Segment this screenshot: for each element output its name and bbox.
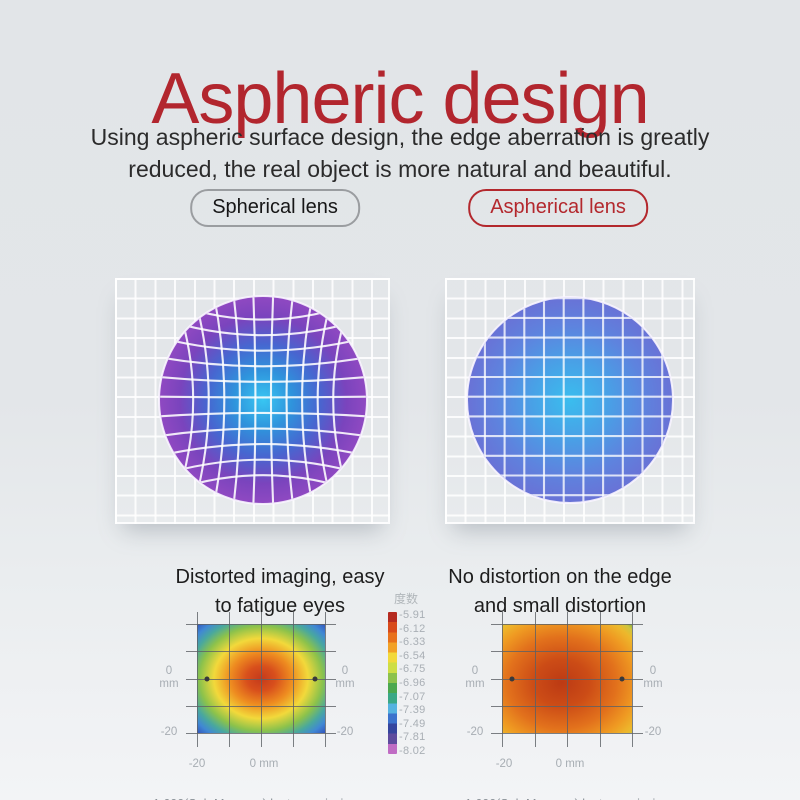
y-neg20-label-left: -20 [160, 726, 178, 738]
y-neg20-label-right: -20 [336, 726, 354, 738]
legend-tick-label: -7.07 [399, 690, 426, 703]
legend-title: 度数 [393, 592, 418, 606]
legend-tick-label: -6.54 [399, 649, 426, 662]
legend-tick-label: -7.39 [399, 704, 426, 717]
heatmap-grid-line-vertical [534, 612, 536, 747]
spherical-power-heatmap: 0mm 0mm -20 -20 -20 0 mm 1.600(Sph Measu… [140, 608, 370, 800]
heatmap-grid-line-vertical [567, 612, 568, 747]
lens-grid-lines [160, 297, 366, 503]
heatmap-grid-line-horizontal [186, 705, 336, 707]
spherical-lens-grid-panel [115, 278, 390, 524]
legend-tick-label: -5.91 [399, 609, 426, 621]
spherical-heatmap-caption: 1.600(Sph Measure) by transmission [140, 797, 370, 800]
heatmap-grid-line-vertical [293, 612, 294, 747]
y-zero-label-left: 0 mm [159, 665, 179, 691]
heatmap-grid-line-horizontal [491, 705, 643, 707]
spherical-lens-caption: Distorted imaging, easy to fatigue eyes [130, 563, 430, 621]
aspherical-caption-line-1: No distortion on the edge [448, 566, 672, 588]
spherical-caption-line-1: Distorted imaging, easy [175, 566, 385, 588]
x-neg20-label: -20 [188, 758, 206, 770]
heatmap-grid-line-horizontal [491, 678, 643, 680]
aspherical-lens-grid-panel [445, 278, 695, 524]
y-neg20-label-right: -20 [644, 726, 662, 738]
spherical-caption-line-2: to fatigue eyes [214, 595, 346, 617]
heatmap-grid-line-horizontal [186, 733, 336, 734]
legend-tick-label: -7.49 [399, 717, 426, 730]
axis-marker-dot [619, 676, 625, 681]
aspherical-caption-line-2: and small distortion [473, 595, 647, 617]
x-zero-label: 0 mm [249, 758, 279, 770]
aspherical-lens-label: Aspherical lens [490, 195, 626, 218]
legend-tick-label: -6.12 [399, 622, 426, 635]
heatmap-grid-line-vertical [325, 612, 326, 747]
x-neg20-label: -20 [495, 758, 513, 770]
heatmap-grid-line-horizontal [186, 678, 336, 680]
heatmap-grid-line-vertical [197, 612, 198, 747]
legend-tick-label: -7.81 [399, 731, 426, 744]
color-scale-bar [388, 612, 397, 754]
spherical-lens-label: Spherical lens [212, 195, 338, 218]
heatmap-grid-line-vertical [502, 612, 503, 747]
x-zero-label: 0 mm [555, 758, 585, 770]
lens-circle [466, 296, 674, 504]
aspherical-lens-button[interactable]: Aspherical lens [468, 189, 648, 227]
axis-marker-dot [204, 676, 210, 681]
heatmap-grid-line-vertical [599, 612, 601, 747]
aspherical-lens-straight-grid [466, 296, 674, 504]
page-title: Aspheric design [151, 59, 649, 140]
subtitle-line-2: reduced, the real object is more natural… [128, 156, 672, 183]
axis-marker-dot [312, 676, 318, 681]
spherical-lens-distorted-grid [158, 295, 368, 505]
legend-tick-label: -8.02 [399, 745, 426, 757]
subtitle-line-1: Using aspheric surface design, the edge … [90, 124, 710, 150]
legend-tick-label: -6.75 [399, 663, 426, 676]
heatmap-grid-line-horizontal [491, 733, 643, 734]
spherical-lens-button[interactable]: Spherical lens [190, 189, 360, 227]
y-zero-label-left: 0 mm [465, 665, 485, 691]
aspherical-heatmap-caption: 1.600(Sph Measure) by transmission [452, 797, 682, 800]
legend-tick-label: -6.33 [399, 636, 426, 649]
y-neg20-label-left: -20 [466, 726, 484, 738]
aspherical-power-heatmap: 0mm 0mm -20 -20 -20 0 mm 1.600(Sph Measu… [452, 608, 682, 800]
heatmap-grid-line-vertical [632, 612, 633, 747]
legend-tick-label: -6.96 [399, 677, 426, 689]
page-subtitle: Using aspheric surface design, the edge … [0, 121, 800, 185]
aspherical-lens-caption: No distortion on the edge and small dist… [410, 563, 710, 621]
y-zero-label-right: 0 mm [335, 665, 355, 691]
heatmap-grid-line-vertical [261, 612, 262, 747]
y-zero-label-right: 0 mm [643, 665, 663, 691]
power-scale-legend: 度数 -5.91 -6.12 -6.33 -6.54 -6.75 -6.96 -7.07 -7… [382, 590, 454, 770]
axis-marker-dot [509, 676, 515, 681]
heatmap-grid-line-vertical [229, 612, 230, 747]
